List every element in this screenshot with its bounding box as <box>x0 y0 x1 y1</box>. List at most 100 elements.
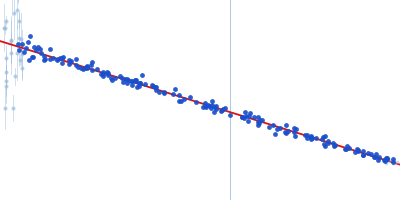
Point <box>285 130 292 133</box>
Point <box>139 73 146 77</box>
Point <box>245 119 251 123</box>
Point <box>181 98 187 101</box>
Point <box>308 137 314 140</box>
Point <box>391 161 397 165</box>
Point <box>219 108 225 112</box>
Point <box>360 150 366 153</box>
Point <box>383 161 389 164</box>
Point <box>82 66 89 69</box>
Point <box>132 80 138 83</box>
Point <box>153 86 160 89</box>
Point <box>246 114 252 117</box>
Point <box>89 69 95 72</box>
Point <box>132 78 138 82</box>
Point <box>57 56 64 60</box>
Point <box>54 58 60 61</box>
Point <box>207 104 214 107</box>
Point <box>322 145 328 148</box>
Point <box>292 134 298 137</box>
Point <box>313 137 319 140</box>
Point <box>25 41 31 44</box>
Point <box>270 124 276 127</box>
Point <box>383 156 390 159</box>
Point <box>72 58 79 61</box>
Point <box>208 106 214 110</box>
Point <box>259 119 266 122</box>
Point <box>272 133 278 136</box>
Point <box>41 58 48 61</box>
Point <box>41 54 48 58</box>
Point <box>42 57 49 60</box>
Point <box>176 93 182 96</box>
Point <box>137 81 144 85</box>
Point <box>124 78 131 82</box>
Point <box>80 67 86 70</box>
Point <box>66 58 72 62</box>
Point <box>55 58 61 61</box>
Point <box>38 52 44 55</box>
Point <box>239 116 246 119</box>
Point <box>304 133 310 136</box>
Point <box>373 152 379 156</box>
Point <box>153 88 159 92</box>
Point <box>352 151 358 154</box>
Point <box>100 70 106 73</box>
Point <box>26 58 32 61</box>
Point <box>156 91 162 94</box>
Point <box>274 128 280 131</box>
Point <box>202 105 208 108</box>
Point <box>94 68 100 71</box>
Point <box>256 121 262 125</box>
Point <box>60 56 66 59</box>
Point <box>65 63 72 66</box>
Point <box>212 105 218 108</box>
Point <box>390 161 396 164</box>
Point <box>68 59 74 63</box>
Point <box>27 35 33 38</box>
Point <box>329 141 336 145</box>
Point <box>211 111 217 114</box>
Point <box>28 55 35 58</box>
Point <box>375 158 382 161</box>
Point <box>208 99 215 102</box>
Point <box>382 159 388 162</box>
Point <box>99 74 106 77</box>
Point <box>256 118 263 122</box>
Point <box>242 114 249 117</box>
Point <box>58 56 65 60</box>
Point <box>292 128 299 131</box>
Point <box>135 85 142 88</box>
Point <box>307 135 314 138</box>
Point <box>161 92 168 95</box>
Point <box>30 56 36 59</box>
Point <box>105 73 112 76</box>
Point <box>321 143 328 146</box>
Point <box>170 93 176 96</box>
Point <box>324 141 331 144</box>
Point <box>84 66 90 70</box>
Point <box>355 149 361 152</box>
Point <box>134 86 141 89</box>
Point <box>394 160 400 164</box>
Point <box>302 134 308 137</box>
Point <box>277 127 283 130</box>
Point <box>112 76 118 79</box>
Point <box>246 111 253 114</box>
Point <box>319 137 326 141</box>
Point <box>304 137 310 140</box>
Point <box>205 103 211 106</box>
Point <box>254 123 261 126</box>
Point <box>78 67 84 70</box>
Point <box>372 155 378 158</box>
Point <box>325 139 332 143</box>
Point <box>67 60 73 63</box>
Point <box>108 76 114 79</box>
Point <box>89 61 96 64</box>
Point <box>322 134 328 137</box>
Point <box>342 148 349 151</box>
Point <box>202 101 208 104</box>
Point <box>47 48 53 51</box>
Point <box>365 151 371 154</box>
Point <box>133 79 139 82</box>
Point <box>116 74 123 77</box>
